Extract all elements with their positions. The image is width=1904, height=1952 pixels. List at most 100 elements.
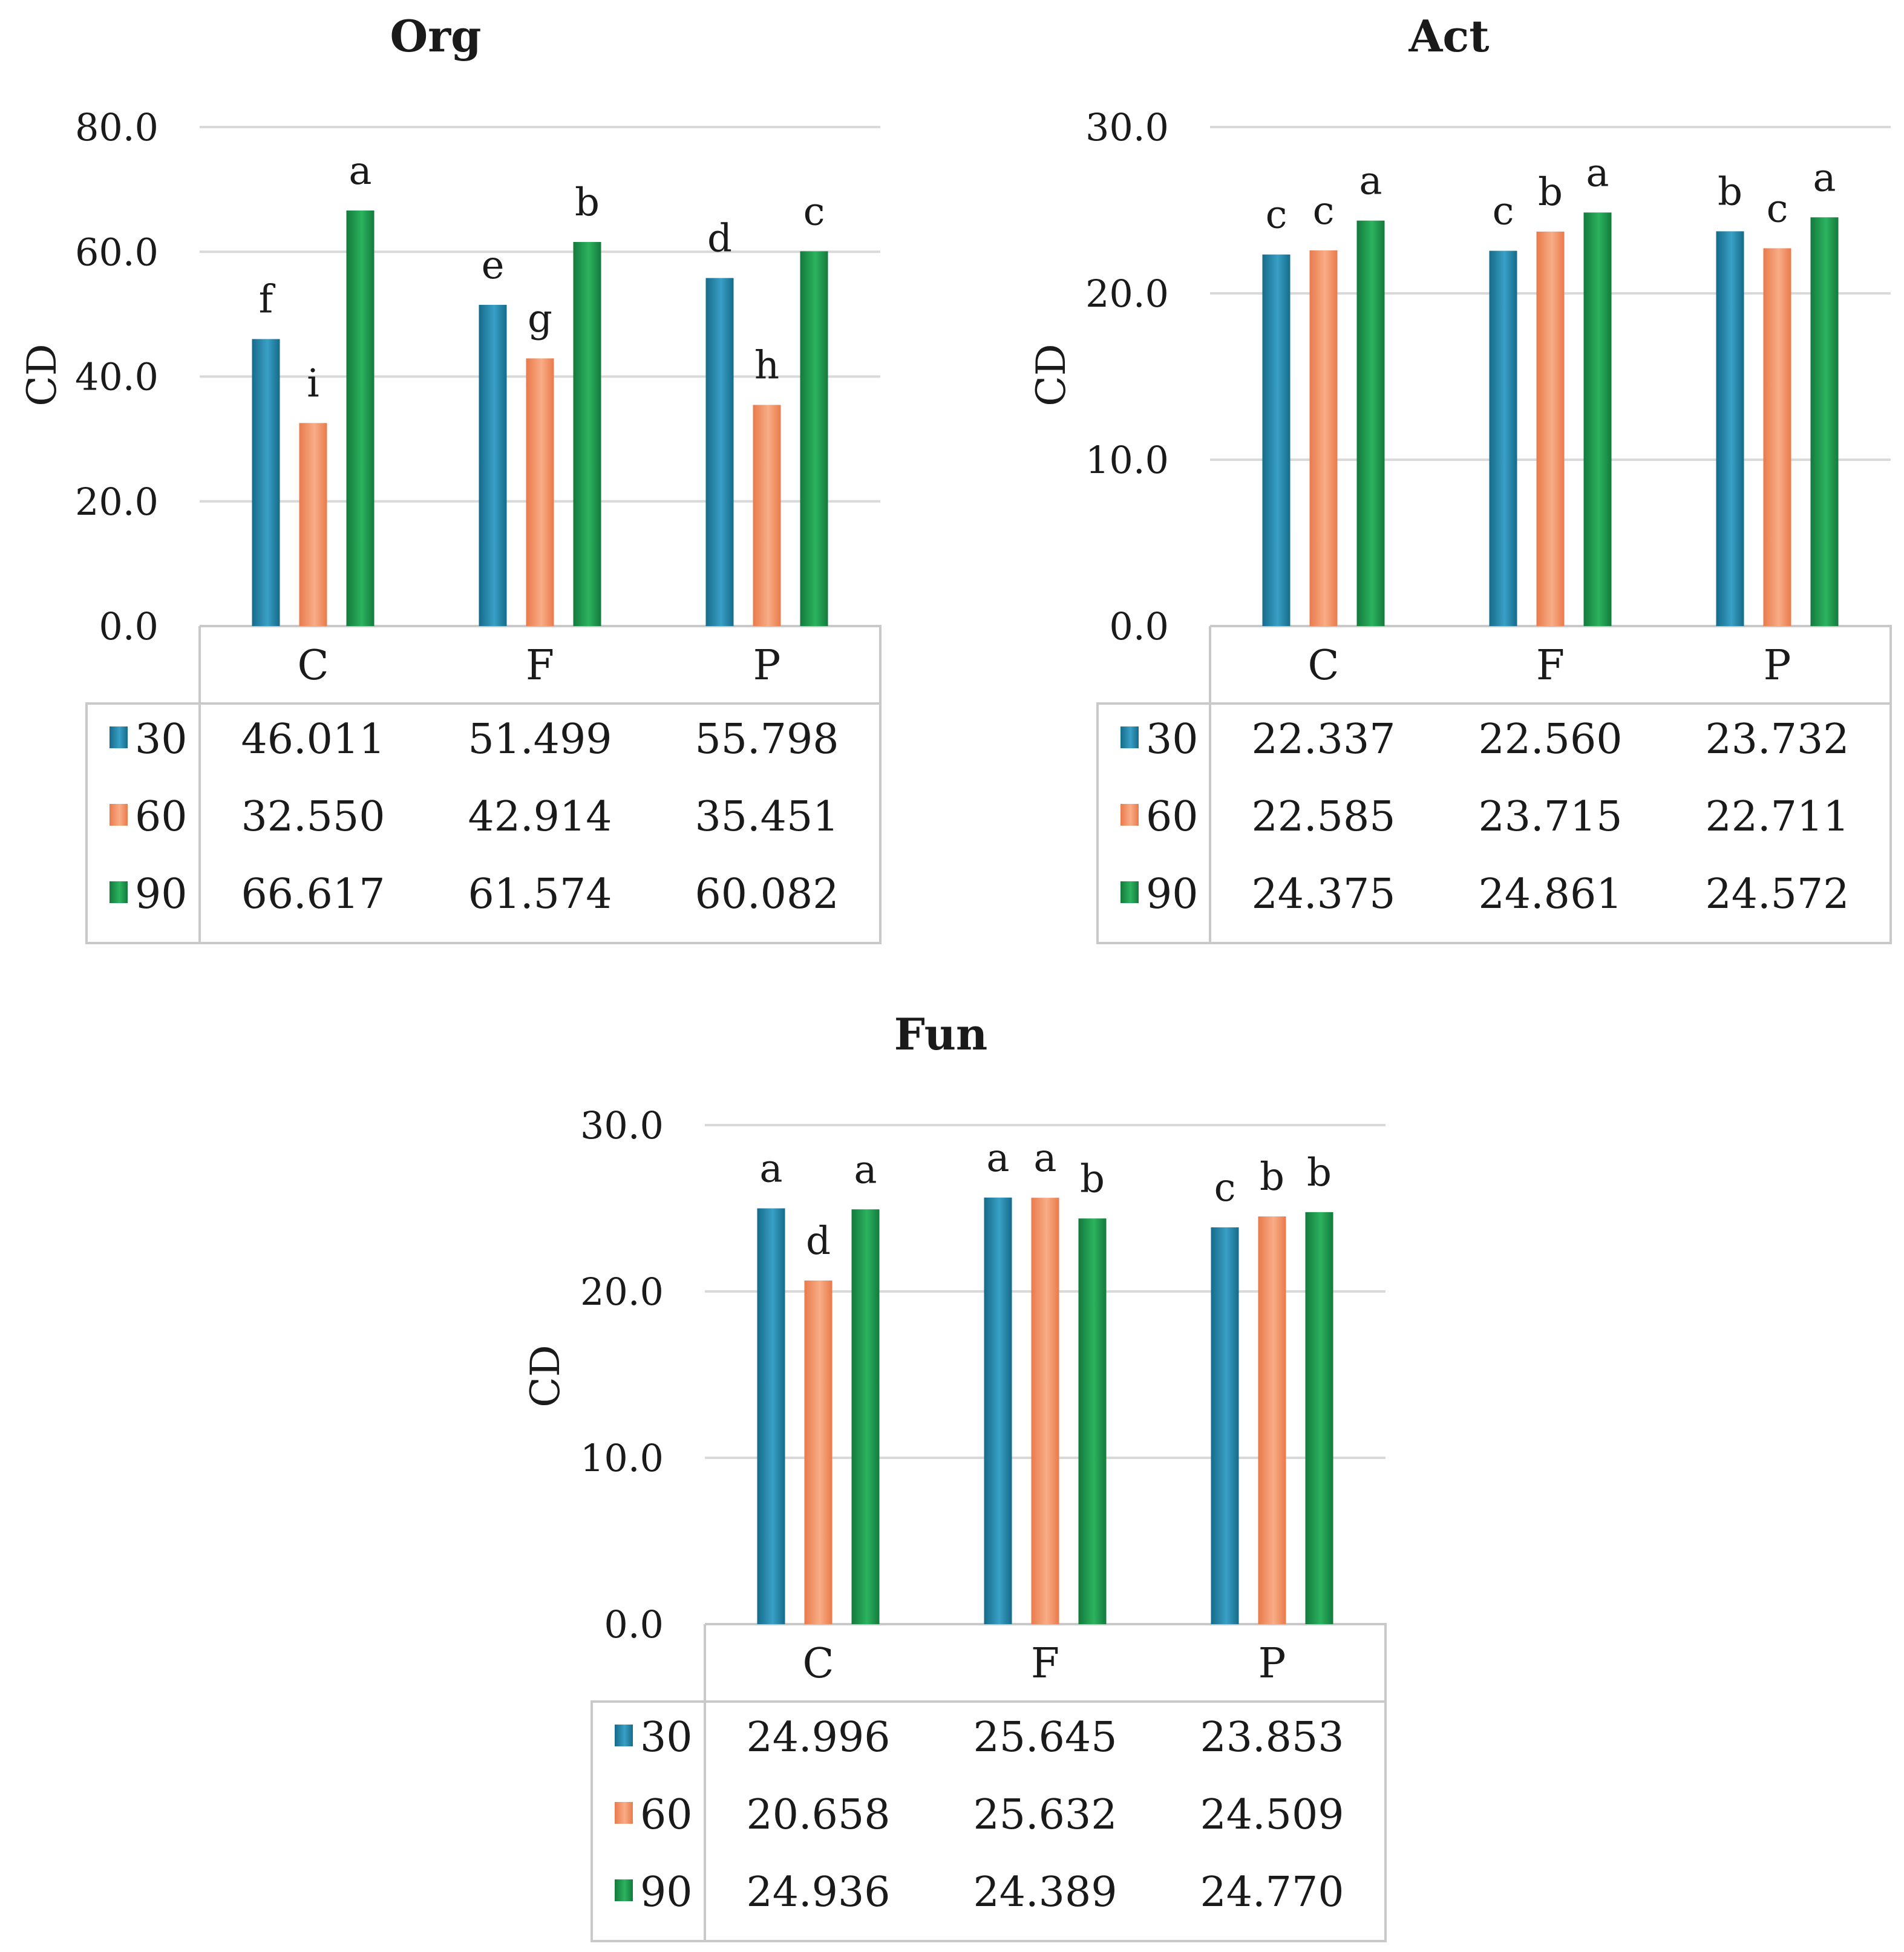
bar-90-C xyxy=(851,1209,880,1624)
category-label: C xyxy=(297,642,329,690)
y-tick-label: 20.0 xyxy=(1085,272,1169,316)
chart-panel-org: Org CD 0.0 20.0 40.0 60.0 80.0 Cfi a Feg b Pd h c 30 46… xyxy=(19,10,882,944)
bar-60-C xyxy=(299,423,327,626)
significance-letter: a xyxy=(854,1147,877,1192)
table-frame xyxy=(198,625,882,944)
significance-letter: b xyxy=(575,180,600,225)
y-axis-label: CD xyxy=(19,344,65,406)
chart-title: Fun xyxy=(894,1008,988,1060)
legend-frame xyxy=(85,702,200,944)
table-cell-value: 24.996 xyxy=(747,1714,891,1761)
legend-swatch-30 xyxy=(1120,726,1139,748)
significance-letter: c xyxy=(1313,189,1335,233)
significance-letter: c xyxy=(1767,186,1788,231)
bar-60-P xyxy=(1258,1216,1286,1624)
bar-30-C xyxy=(252,339,280,626)
table-cell-value: 51.499 xyxy=(468,716,612,763)
y-tick-label: 60.0 xyxy=(75,230,159,274)
bar-30-P xyxy=(705,278,734,626)
bar-30-F xyxy=(479,304,507,626)
legend-label: 60 xyxy=(1146,793,1199,841)
category-label: F xyxy=(526,642,554,690)
category-label: P xyxy=(1258,1640,1286,1688)
table-cell-value: 20.658 xyxy=(747,1791,891,1839)
significance-letter: a xyxy=(1586,151,1609,195)
y-tick-label: 30.0 xyxy=(580,1103,664,1147)
bar-90-P xyxy=(1305,1212,1333,1624)
bar-30-C xyxy=(1262,254,1291,626)
table-cell-value: 23.853 xyxy=(1200,1714,1344,1761)
y-axis-label: CD xyxy=(522,1345,569,1407)
legend-swatch-90 xyxy=(110,881,128,903)
legend-swatch-60 xyxy=(615,1802,633,1824)
table-cell-value: 60.082 xyxy=(695,870,839,918)
legend-swatch-90 xyxy=(1120,881,1139,903)
bar-30-P xyxy=(1716,231,1744,626)
table-cell-value: 25.632 xyxy=(973,1791,1117,1839)
bar-60-F xyxy=(526,358,554,626)
table-cell-value: 23.715 xyxy=(1479,793,1623,841)
table-cell-value: 25.645 xyxy=(973,1714,1117,1761)
table-cell-value: 22.560 xyxy=(1479,716,1623,763)
table-cell-value: 24.770 xyxy=(1200,1869,1344,1916)
bar-30-F xyxy=(984,1197,1012,1624)
significance-letter: h xyxy=(754,343,779,388)
table-cell-value: 61.574 xyxy=(468,870,612,918)
y-tick-label: 10.0 xyxy=(580,1436,664,1480)
legend-swatch-60 xyxy=(110,804,128,826)
category-label: F xyxy=(1031,1640,1059,1688)
y-tick-label: 0.0 xyxy=(1109,604,1169,648)
y-tick-label: 30.0 xyxy=(1085,105,1169,149)
significance-letter: a xyxy=(986,1136,1009,1181)
bar-60-F xyxy=(1536,231,1565,626)
category-label: C xyxy=(802,1640,834,1688)
y-tick-label: 0.0 xyxy=(99,604,159,648)
y-tick-label: 0.0 xyxy=(604,1602,664,1647)
bar-30-P xyxy=(1211,1227,1239,1624)
legend-label: 90 xyxy=(640,1869,693,1916)
significance-letter: a xyxy=(1813,155,1836,200)
y-tick-label: 20.0 xyxy=(580,1270,664,1314)
chart-title: Org xyxy=(390,10,482,62)
charts-layer: Org CD 0.0 20.0 40.0 60.0 80.0 Cfi a Feg b Pd h c 30 46… xyxy=(19,10,1892,1942)
significance-letter: c xyxy=(1266,193,1287,238)
bar-90-P xyxy=(1810,217,1839,626)
legend-label: 90 xyxy=(1146,870,1199,918)
legend-swatch-30 xyxy=(615,1725,633,1746)
table-cell-value: 32.550 xyxy=(241,793,385,841)
table-cell-value: 42.914 xyxy=(468,793,612,841)
significance-letter: b xyxy=(1080,1157,1105,1201)
legend-swatch-30 xyxy=(110,726,128,748)
bar-60-P xyxy=(1763,248,1791,626)
bar-90-F xyxy=(1078,1218,1107,1624)
bar-90-F xyxy=(1583,212,1612,626)
table-cell-value: 24.509 xyxy=(1200,1791,1344,1839)
legend-label: 30 xyxy=(135,716,188,763)
significance-letter: a xyxy=(1359,159,1382,204)
chart-title: Act xyxy=(1408,10,1490,62)
y-tick-label: 20.0 xyxy=(75,480,159,524)
table-cell-value: 35.451 xyxy=(695,793,839,841)
category-label: P xyxy=(753,642,781,690)
table-cell-value: 24.389 xyxy=(973,1869,1117,1916)
significance-letter: c xyxy=(1214,1166,1236,1210)
table-cell-value: 23.732 xyxy=(1706,716,1850,763)
legend-label: 60 xyxy=(640,1791,693,1839)
bar-60-P xyxy=(753,405,781,626)
table-cell-value: 24.861 xyxy=(1479,870,1623,918)
legend-label: 30 xyxy=(1146,716,1199,763)
table-cell-value: 55.798 xyxy=(695,716,839,763)
y-tick-label: 10.0 xyxy=(1085,438,1169,482)
significance-letter: a xyxy=(759,1147,782,1192)
significance-letter: g xyxy=(528,296,552,341)
table-cell-value: 46.011 xyxy=(241,716,385,763)
category-label: F xyxy=(1536,642,1565,690)
legend-swatch-60 xyxy=(1120,804,1139,826)
bar-90-F xyxy=(573,242,601,626)
significance-letter: b xyxy=(1307,1151,1332,1195)
bar-60-C xyxy=(804,1280,833,1624)
table-frame xyxy=(1209,625,1892,944)
